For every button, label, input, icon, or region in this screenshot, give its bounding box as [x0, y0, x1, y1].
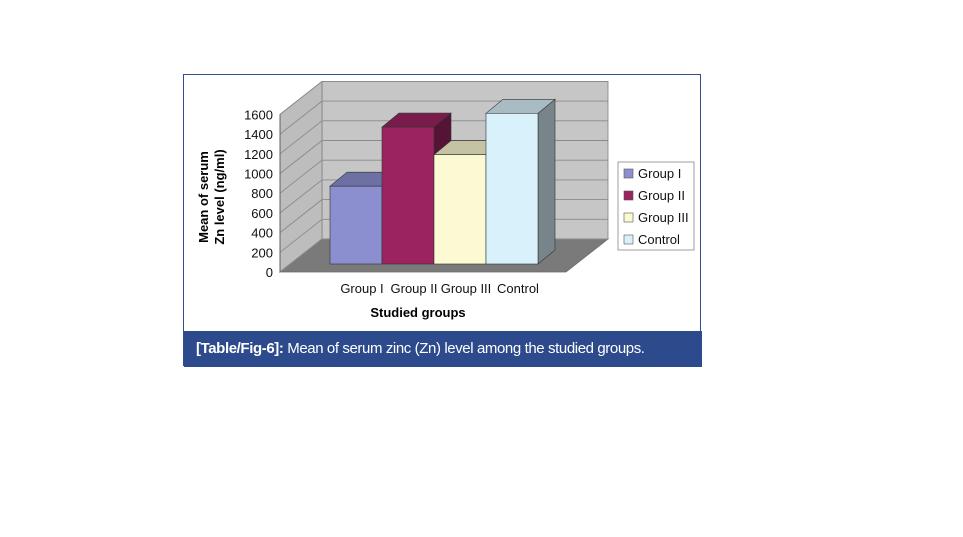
- y-tick-label: 1600: [244, 107, 273, 122]
- legend-swatch: [623, 190, 634, 201]
- legend-swatch: [623, 168, 634, 179]
- bar-side: [537, 98, 556, 265]
- legend-swatch: [623, 234, 634, 245]
- legend-swatch: [623, 212, 634, 223]
- figure-caption: [Table/Fig-6]: Mean of serum zinc (Zn) l…: [184, 331, 702, 367]
- x-axis-label: Studied groups: [370, 305, 465, 320]
- gridline: [279, 80, 608, 115]
- y-tick-label: 1000: [244, 167, 273, 182]
- x-tick-label: Control: [497, 281, 539, 296]
- bar-front: [381, 126, 435, 265]
- x-tick-label: Group III: [441, 281, 492, 296]
- caption-text: Mean of serum zinc (Zn) level among the …: [283, 340, 645, 357]
- legend-label: Group II: [638, 188, 685, 203]
- y-tick-label: 1400: [244, 127, 273, 142]
- legend: Group I Group II Group III Control: [617, 161, 695, 251]
- legend-label: Control: [638, 232, 680, 247]
- y-axis-label: Zn level (ng/ml): [212, 149, 227, 244]
- y-tick-label: 1200: [244, 147, 273, 162]
- legend-label: Group I: [638, 166, 681, 181]
- legend-label: Group III: [638, 210, 689, 225]
- figure-panel: 0 200 400 600 800 1000 1200 1400 1600 Group I Gro…: [183, 74, 702, 367]
- y-tick-label: 400: [251, 226, 273, 241]
- bar-front: [485, 112, 539, 265]
- bar-front: [329, 185, 383, 265]
- y-tick-label: 800: [251, 186, 273, 201]
- bar-front: [433, 154, 487, 265]
- y-tick-label: 0: [266, 265, 273, 280]
- caption-label: [Table/Fig-6]:: [196, 340, 284, 357]
- bar: [485, 98, 556, 265]
- x-tick-label: Group II: [391, 281, 438, 296]
- y-tick-label: 600: [251, 206, 273, 221]
- y-tick-label: 200: [251, 245, 273, 260]
- y-axis-label: Mean of serum: [196, 151, 211, 243]
- x-tick-label: Group I: [340, 281, 383, 296]
